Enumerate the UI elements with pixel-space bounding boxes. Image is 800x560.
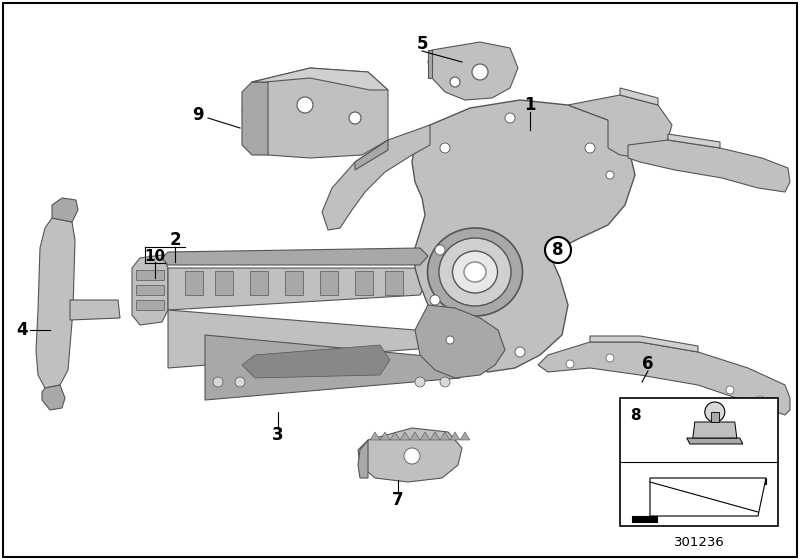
Circle shape (472, 64, 488, 80)
Circle shape (213, 377, 223, 387)
Polygon shape (242, 68, 388, 158)
Text: 5: 5 (416, 35, 428, 53)
Polygon shape (390, 432, 400, 440)
Polygon shape (568, 95, 672, 158)
Polygon shape (460, 432, 470, 440)
Polygon shape (450, 432, 460, 440)
Polygon shape (358, 440, 368, 478)
Polygon shape (136, 270, 164, 280)
Polygon shape (320, 271, 338, 295)
Text: 1: 1 (524, 96, 536, 114)
Polygon shape (205, 335, 468, 400)
Polygon shape (322, 125, 430, 230)
Circle shape (440, 377, 450, 387)
Polygon shape (358, 428, 462, 482)
Polygon shape (168, 268, 428, 310)
Polygon shape (428, 42, 518, 100)
Polygon shape (162, 248, 428, 265)
Ellipse shape (427, 228, 522, 316)
Polygon shape (420, 432, 430, 440)
Text: 8: 8 (630, 408, 641, 423)
Polygon shape (355, 140, 388, 170)
Ellipse shape (453, 251, 498, 293)
Polygon shape (412, 100, 635, 372)
Text: 301236: 301236 (674, 535, 724, 548)
Circle shape (726, 386, 734, 394)
Circle shape (349, 112, 361, 124)
Circle shape (435, 245, 445, 255)
Circle shape (606, 354, 614, 362)
Polygon shape (168, 310, 440, 368)
Polygon shape (70, 300, 120, 320)
Circle shape (545, 237, 571, 263)
Circle shape (585, 143, 595, 153)
Circle shape (415, 377, 425, 387)
Polygon shape (710, 412, 718, 422)
Polygon shape (693, 422, 737, 438)
Circle shape (404, 448, 420, 464)
Circle shape (515, 347, 525, 357)
Polygon shape (250, 271, 268, 295)
Polygon shape (430, 432, 440, 440)
Circle shape (297, 97, 313, 113)
Polygon shape (632, 478, 766, 522)
Ellipse shape (464, 262, 486, 282)
Circle shape (446, 336, 454, 344)
Circle shape (756, 396, 764, 404)
Polygon shape (400, 432, 410, 440)
Polygon shape (42, 385, 65, 410)
Text: 6: 6 (642, 355, 654, 373)
Polygon shape (242, 82, 268, 155)
Polygon shape (132, 255, 168, 325)
Circle shape (450, 77, 460, 87)
Polygon shape (215, 271, 233, 295)
Polygon shape (440, 432, 450, 440)
Polygon shape (36, 218, 75, 388)
Text: 7: 7 (392, 491, 404, 509)
Polygon shape (380, 432, 390, 440)
Polygon shape (428, 50, 432, 78)
Text: 3: 3 (272, 426, 284, 444)
Polygon shape (52, 198, 78, 222)
Circle shape (566, 360, 574, 368)
Polygon shape (538, 342, 790, 415)
Circle shape (440, 143, 450, 153)
Text: 8: 8 (552, 241, 564, 259)
Polygon shape (415, 305, 505, 378)
Polygon shape (590, 336, 698, 352)
Circle shape (430, 295, 440, 305)
Polygon shape (385, 271, 403, 295)
Polygon shape (285, 271, 303, 295)
Polygon shape (620, 88, 658, 105)
Text: 2: 2 (169, 231, 181, 249)
Polygon shape (628, 140, 790, 192)
Polygon shape (242, 345, 390, 378)
Polygon shape (650, 478, 766, 516)
Circle shape (606, 171, 614, 179)
Circle shape (705, 402, 725, 422)
Polygon shape (370, 432, 380, 440)
Text: 9: 9 (192, 106, 204, 124)
Polygon shape (252, 68, 388, 90)
Ellipse shape (439, 238, 511, 306)
Polygon shape (686, 438, 742, 444)
Bar (620, 398, 778, 526)
Polygon shape (355, 271, 373, 295)
Circle shape (235, 377, 245, 387)
Text: 4: 4 (16, 321, 28, 339)
Polygon shape (185, 271, 203, 295)
Polygon shape (668, 134, 720, 148)
Circle shape (505, 113, 515, 123)
Polygon shape (136, 285, 164, 295)
Text: 10: 10 (145, 249, 166, 264)
Polygon shape (136, 300, 164, 310)
Polygon shape (410, 432, 420, 440)
